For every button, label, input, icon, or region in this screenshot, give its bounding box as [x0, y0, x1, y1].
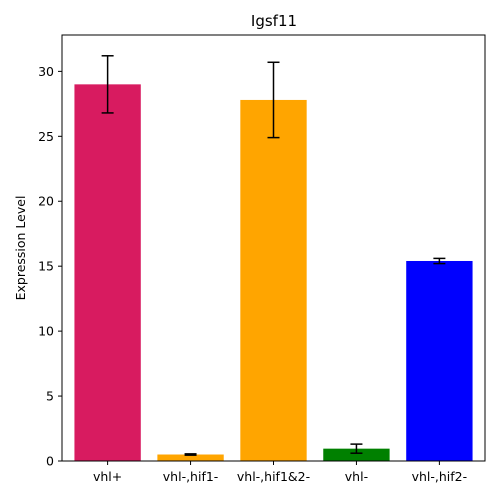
y-axis: 0 5 10 15 20 25 30 [38, 64, 62, 469]
y-tick-label: 5 [46, 389, 54, 404]
bar [240, 99, 307, 461]
x-tick-label: vhl-,hif2- [412, 469, 468, 484]
bar [74, 84, 141, 461]
x-tick-label: vhl- [345, 469, 368, 484]
x-tick-label: vhl+ [93, 469, 122, 484]
bar [406, 260, 473, 461]
y-tick-label: 0 [46, 454, 54, 469]
error-bars-layer [101, 55, 446, 456]
y-tick-label: 20 [38, 194, 54, 209]
bar [323, 448, 390, 461]
y-tick-label: 15 [38, 259, 54, 274]
chart-title: Igsf11 [251, 12, 297, 30]
x-tick-label: vhl-,hif1- [163, 469, 219, 484]
bar [157, 454, 224, 461]
bars-layer [74, 84, 473, 461]
x-tick-label: vhl-,hif1&2- [237, 469, 310, 484]
y-tick-label: 30 [38, 64, 54, 79]
y-tick-label: 10 [38, 324, 54, 339]
x-axis: vhl+ vhl-,hif1- vhl-,hif1&2- vhl-vhl-,hif2- [93, 461, 467, 484]
y-axis-title: Expression Level [13, 196, 28, 301]
y-tick-label: 25 [38, 129, 54, 144]
